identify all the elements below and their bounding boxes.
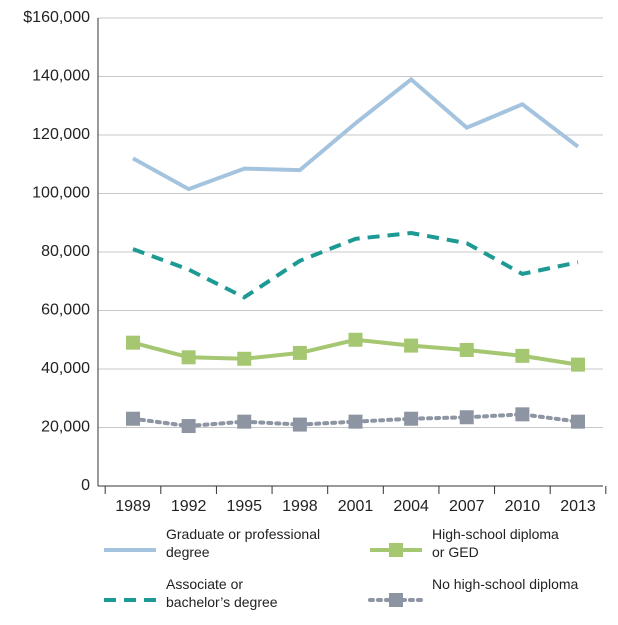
x-tick-label: 2004 [393,498,429,515]
legend-marker [389,593,403,607]
y-tick-label: 0 [81,477,90,494]
marker [459,410,474,425]
series-line [132,76,580,192]
x-tick-label: 1992 [171,498,207,515]
y-tick-label: 20,000 [41,419,90,436]
marker [181,350,196,365]
legend-label: Graduate or professional degree [166,526,321,560]
legend-label: High-school diploma or GED [432,526,559,560]
x-tick-label: 1989 [115,498,151,515]
marker [459,342,474,357]
y-tick-label: 40,000 [41,360,90,377]
y-tick-label: 80,000 [41,243,90,260]
y-tick-label: 60,000 [41,302,90,319]
marker [571,357,585,372]
series-line [132,230,579,300]
x-tick-label: 2013 [560,498,596,515]
x-tick-label: 1998 [282,498,318,515]
x-tick-label: 2007 [449,498,485,515]
y-tick-label: 100,000 [32,185,90,202]
marker [126,411,140,426]
marker [126,335,140,350]
y-tick-label: 120,000 [32,126,90,143]
marker [181,419,196,434]
marker [571,414,585,429]
marker [515,407,530,422]
y-tick-label: 140,000 [32,68,90,85]
x-tick-label: 1995 [226,498,262,515]
marker [237,351,252,366]
legend-label: Associate or bachelor’s degree [166,576,278,610]
marker [237,414,252,429]
marker [348,414,363,429]
marker [515,348,530,363]
legend-marker [389,543,403,557]
x-tick-label: 2001 [338,498,374,515]
marker [348,332,363,347]
marker [292,345,307,360]
marker [404,411,419,426]
x-tick-label: 2010 [505,498,541,515]
marker [292,417,307,432]
y-tick-label: $160,000 [23,9,90,26]
legend-label: No high-school diploma [432,576,579,592]
marker [404,338,419,353]
